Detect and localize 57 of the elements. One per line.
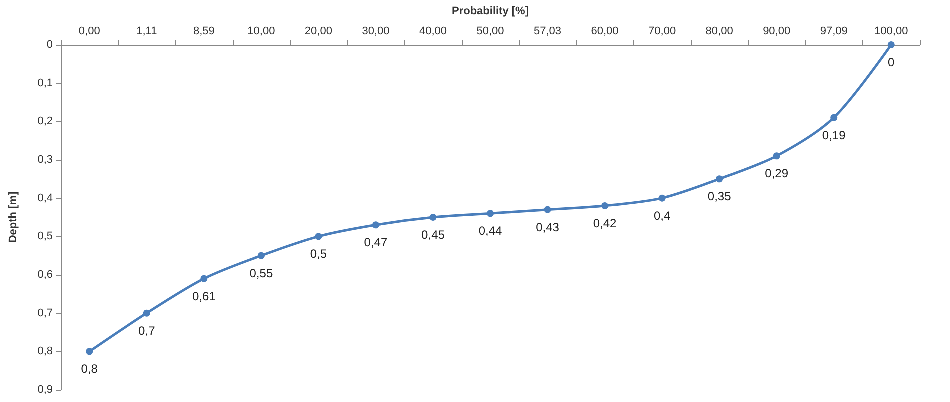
x-tick-label: 20,00 <box>304 26 332 38</box>
x-tick-label: 97,09 <box>820 26 848 38</box>
point <box>544 206 552 214</box>
y-tick-label: 0,9 <box>38 384 53 396</box>
x-tick-label: 50,00 <box>476 26 504 38</box>
data-label: 0,5 <box>310 247 328 262</box>
point <box>602 202 609 210</box>
x-tick-label: 90,00 <box>763 26 791 38</box>
x-tick-label: 8,59 <box>193 26 215 38</box>
point <box>258 252 265 260</box>
x-tick-label: 0,00 <box>78 26 100 38</box>
x-axis-title: Probability [%] <box>452 6 530 18</box>
y-tick-label: 0,3 <box>38 154 53 166</box>
y-axis-title: Depth [m] <box>8 192 20 244</box>
y-tick-label: 0,4 <box>38 192 53 204</box>
point <box>372 222 380 229</box>
point <box>888 42 895 48</box>
y-tick-label: 0,2 <box>38 116 53 128</box>
x-tick-label: 30,00 <box>362 26 390 38</box>
x-tick-label: 80,00 <box>706 26 734 38</box>
point <box>86 348 94 356</box>
point <box>487 210 494 218</box>
data-label: 0,44 <box>478 224 502 238</box>
data-label: 0,42 <box>593 216 618 230</box>
data-label: 0,43 <box>536 220 560 234</box>
y-tick-label: 0,5 <box>38 230 53 243</box>
data-label: 0,7 <box>138 324 156 338</box>
point <box>430 214 437 221</box>
point <box>773 152 780 160</box>
x-tick-label: 57,03 <box>534 26 562 38</box>
point <box>200 275 208 282</box>
point <box>716 176 724 183</box>
x-tick-label: 100,00 <box>874 26 908 38</box>
y-tick-label: 0,6 <box>38 269 53 281</box>
point <box>143 310 150 317</box>
x-tick-label: 10,00 <box>248 26 276 38</box>
data-label: 0,47 <box>364 236 388 250</box>
y-tick-label: 0,7 <box>38 307 53 320</box>
point <box>658 194 666 202</box>
y-tick-label: 0,8 <box>38 346 53 358</box>
x-tick-label: 40,00 <box>419 26 447 38</box>
x-tick-label: 60,00 <box>591 26 619 38</box>
data-label: 0,61 <box>192 289 216 304</box>
x-tick-label: 70,00 <box>648 26 676 38</box>
data-label: 0 <box>888 56 896 70</box>
data-label: 0,45 <box>422 228 446 242</box>
point <box>315 233 322 240</box>
data-label: 0,19 <box>822 128 846 142</box>
x-tick-label: 1,11 <box>136 26 158 38</box>
data-label: 0,8 <box>81 362 98 376</box>
y-tick-label: 0 <box>46 39 53 51</box>
data-label: 0,29 <box>765 166 789 181</box>
data-label: 0,55 <box>250 266 274 280</box>
point <box>830 114 838 122</box>
data-label: 0,35 <box>708 190 732 204</box>
y-tick-label: 0,1 <box>38 77 53 90</box>
data-label: 0,4 <box>654 208 671 223</box>
